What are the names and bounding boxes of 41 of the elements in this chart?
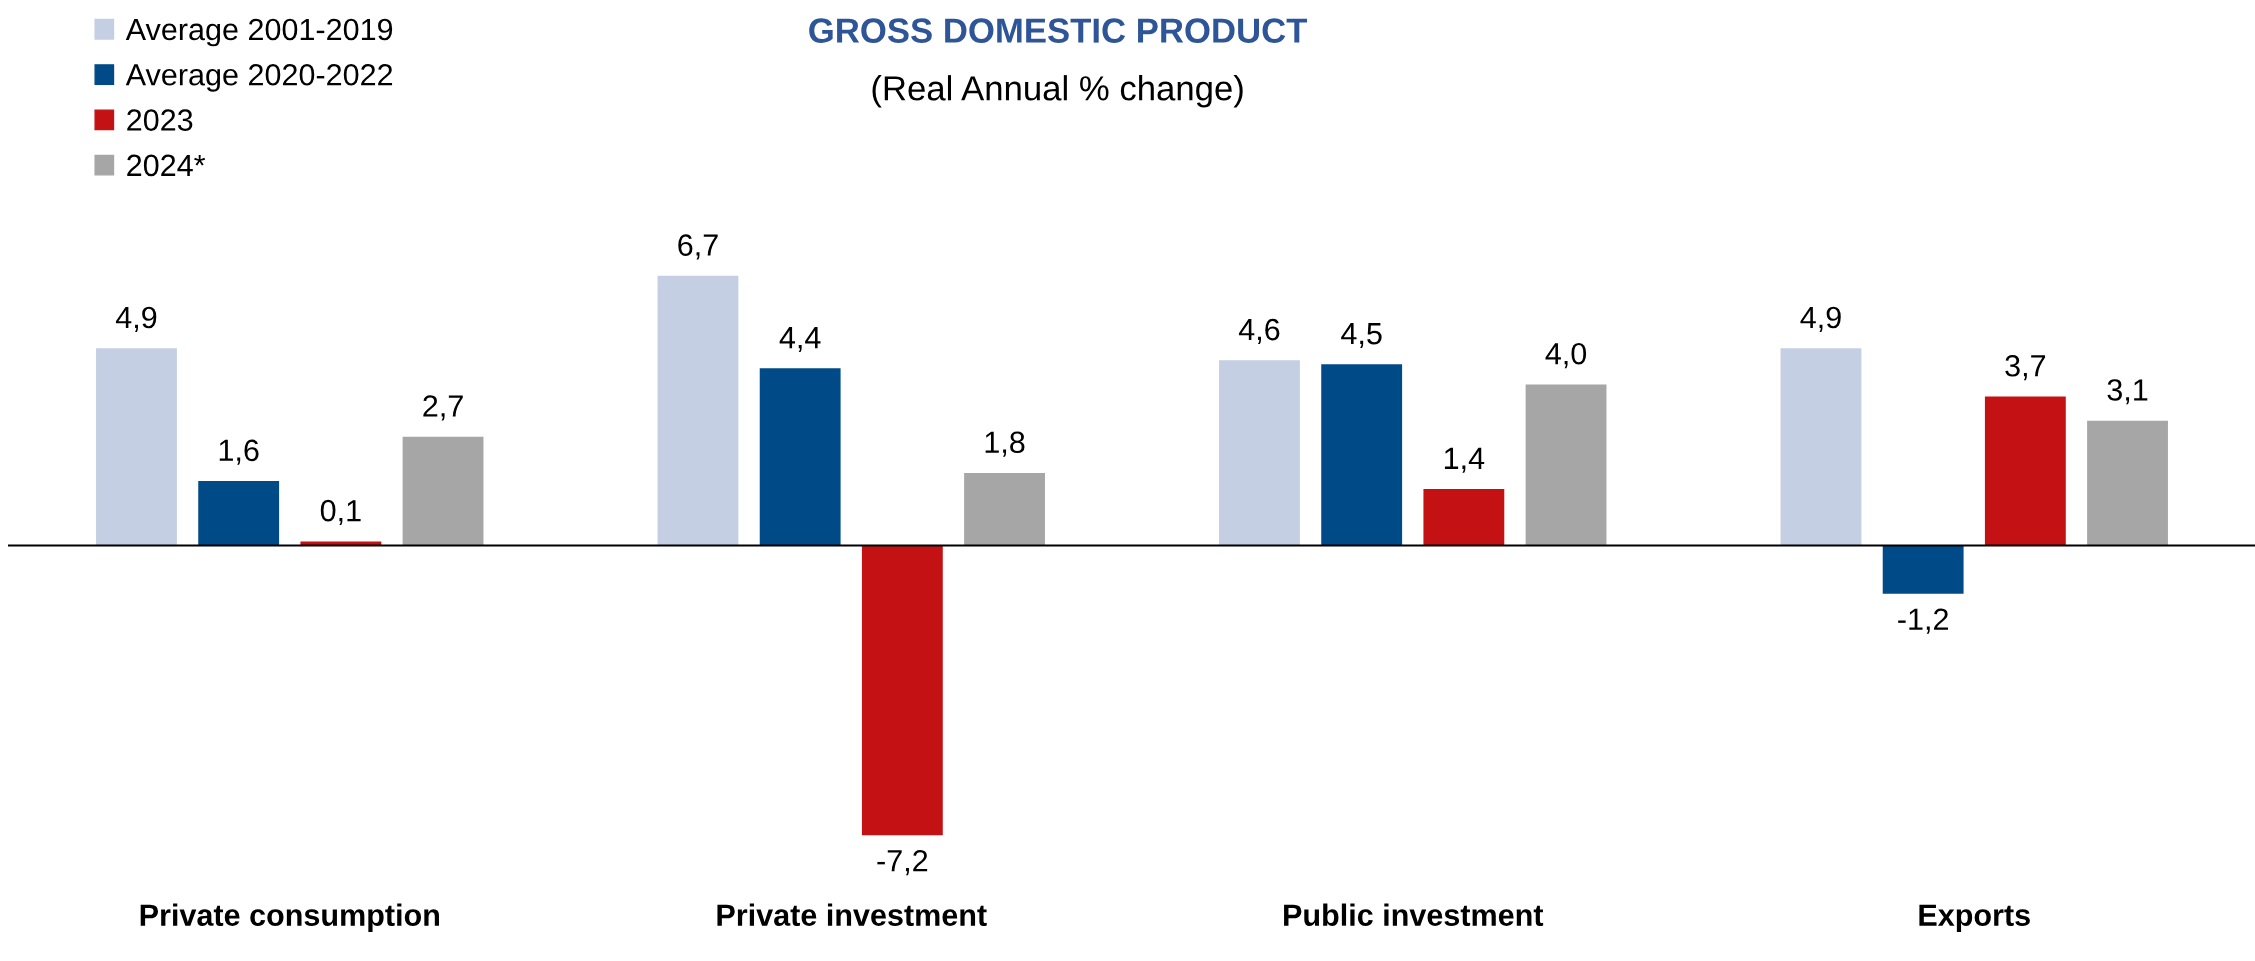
bar <box>2087 420 2168 546</box>
legend-label: Average 2020-2022 <box>125 63 393 92</box>
data-label: 2,7 <box>423 395 463 421</box>
data-label: 0,1 <box>320 499 361 526</box>
x-tick-label: Public investment <box>1284 903 1544 926</box>
bar <box>1525 384 1607 546</box>
bar <box>861 545 943 836</box>
data-label: 1,4 <box>1444 447 1485 473</box>
data-label: 4,5 <box>1341 323 1382 349</box>
bar <box>198 481 280 546</box>
data-label: 4,9 <box>115 306 157 332</box>
chart-subtitle: (Real Annual % change) <box>872 75 1243 108</box>
legend-label: Average 2001-2019 <box>125 18 393 47</box>
bar <box>1423 489 1505 546</box>
data-label: 3,7 <box>2005 354 2046 381</box>
data-label: -1,2 <box>1898 608 1948 634</box>
data-label: 4,4 <box>779 327 821 353</box>
data-label: 1,8 <box>985 431 1025 457</box>
chart-title: GROSS DOMESTIC PRODUCT <box>809 18 1308 43</box>
bar <box>1321 364 1403 546</box>
bar <box>1984 396 2066 546</box>
data-label: -7,2 <box>877 849 928 876</box>
legend-label: 2023 <box>127 109 193 131</box>
data-label: 6,7 <box>678 234 718 260</box>
legend-label: 2024* <box>127 154 206 177</box>
bar <box>1882 545 1964 594</box>
bar <box>1780 348 1862 546</box>
x-tick-label: Exports <box>1919 904 2030 932</box>
data-label: 1,6 <box>219 439 259 465</box>
data-label: 4,9 <box>1800 306 1841 332</box>
data-label: 4,6 <box>1238 318 1280 344</box>
bar <box>759 368 841 546</box>
bar <box>657 275 739 546</box>
x-tick-label: Private consumption <box>140 903 439 932</box>
bar <box>402 436 484 546</box>
x-tick-label: Private investment <box>717 903 987 926</box>
bar <box>1219 360 1300 546</box>
bar <box>96 348 177 546</box>
bar <box>964 473 1045 546</box>
data-label: 4,0 <box>1545 342 1587 369</box>
data-label: 3,1 <box>2107 379 2148 405</box>
